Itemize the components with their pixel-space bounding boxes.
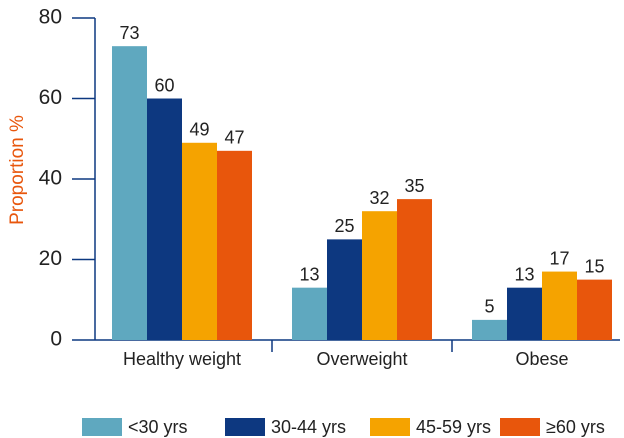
x-tick-label: Overweight [316,349,407,369]
y-tick-label: 20 [39,247,62,270]
legend-swatch [500,418,540,436]
y-tick-label: 80 [39,6,62,29]
bar [542,271,577,340]
bar [507,287,542,340]
y-tick-label: 0 [50,328,62,351]
legend-swatch [225,418,265,436]
bar [577,279,612,340]
legend-swatch [370,418,410,436]
data-label: 13 [299,264,319,284]
bar [362,211,397,340]
bar [327,239,362,340]
y-axis-label: Proportion % [7,115,28,225]
legend-label: ≥60 yrs [546,417,605,437]
data-label: 35 [404,176,424,196]
data-label: 73 [119,23,139,43]
data-label: 47 [224,128,244,148]
bar [472,319,507,340]
data-label: 32 [369,188,389,208]
bar [112,46,147,341]
data-label: 60 [154,75,174,95]
legend-swatch [82,418,122,436]
data-label: 25 [334,216,354,236]
x-tick-label: Healthy weight [123,349,241,369]
bar [182,142,217,340]
data-label: 49 [189,120,209,140]
bar [292,287,327,340]
y-tick-label: 60 [39,86,62,109]
bar [217,150,252,340]
data-label: 5 [484,297,494,317]
data-label: 17 [549,248,569,268]
legend-label: 45-59 yrs [416,417,491,437]
bar [147,98,182,340]
y-tick-label: 40 [39,167,62,190]
data-label: 13 [514,264,534,284]
x-tick-label: Obese [515,349,568,369]
data-label: 15 [584,256,604,276]
legend-label: 30-44 yrs [271,417,346,437]
legend-label: <30 yrs [128,417,188,437]
bar [397,199,432,340]
